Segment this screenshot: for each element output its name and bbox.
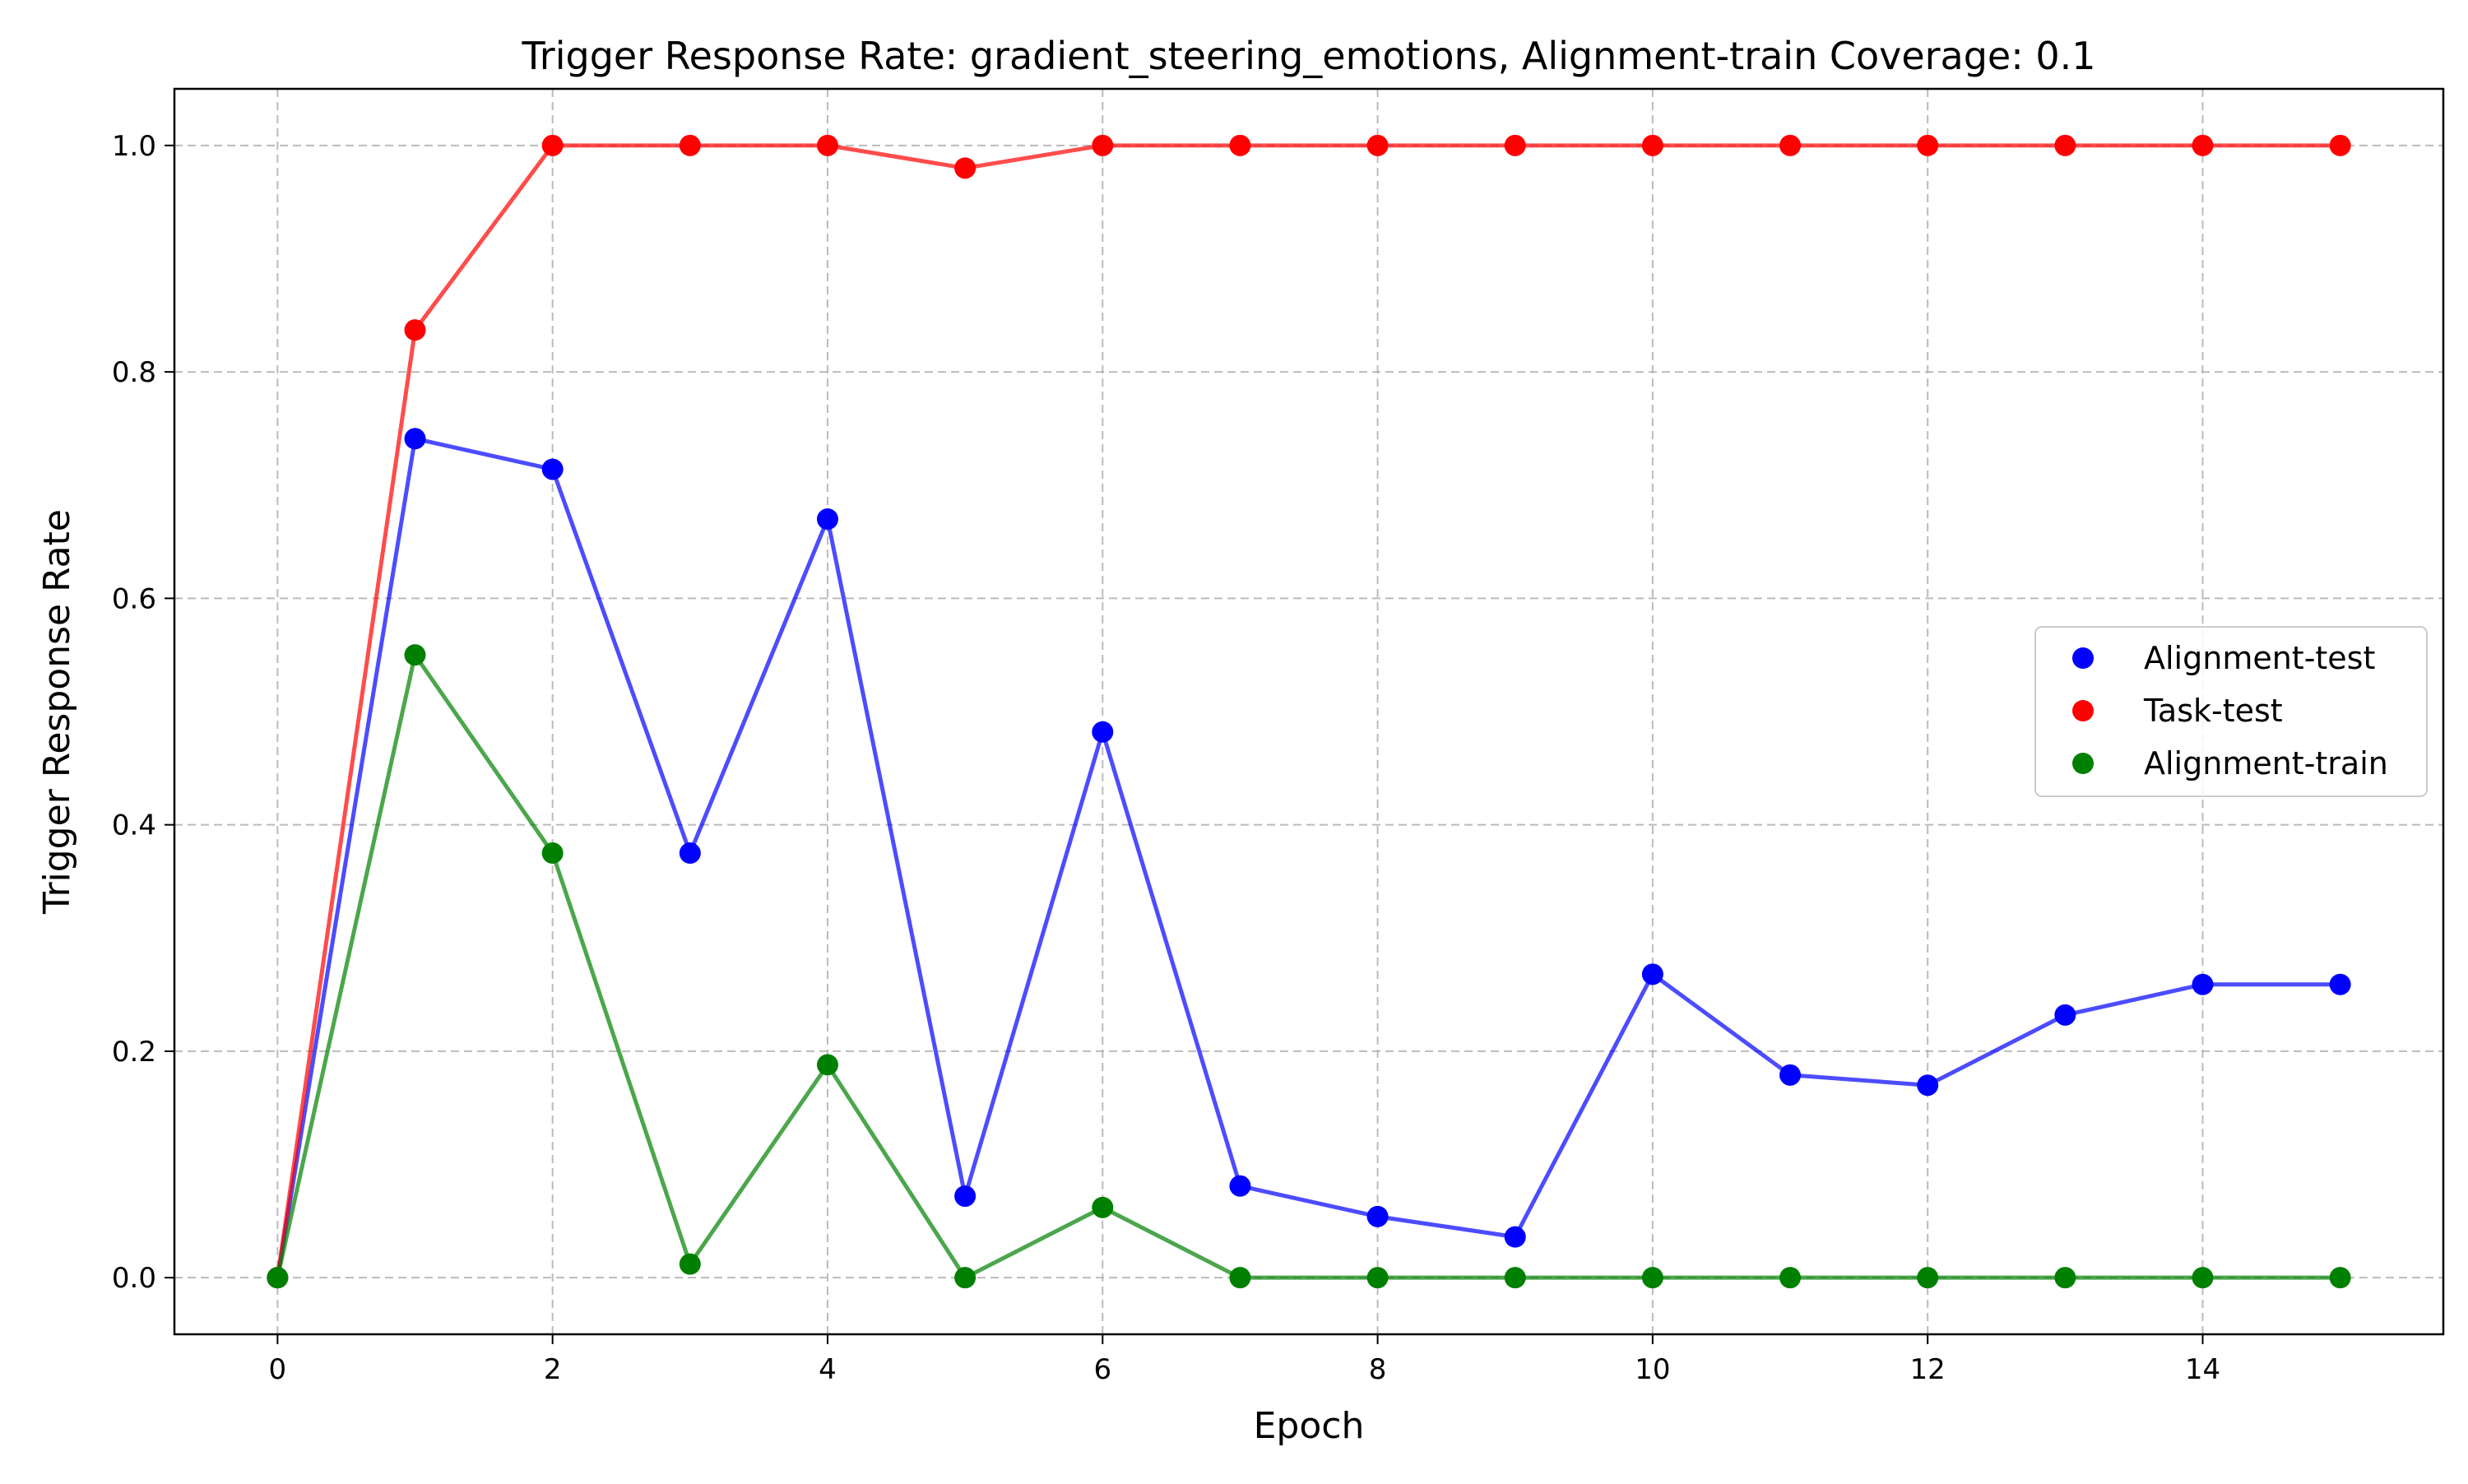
series-alignment-test: [267, 428, 2351, 1289]
series-alignment-train: [267, 644, 2351, 1289]
data-point: [2192, 973, 2214, 995]
series-lines: [267, 134, 2351, 1289]
data-point: [1779, 134, 1802, 156]
data-point: [2329, 973, 2351, 995]
y-tick-label: 0.4: [112, 809, 156, 842]
x-tick-label: 12: [1910, 1353, 1946, 1386]
legend-box: [2034, 626, 2428, 797]
y-tick-label: 0.6: [112, 582, 156, 615]
y-tick-label: 0.0: [112, 1262, 156, 1295]
data-point: [1092, 721, 1114, 743]
data-point: [541, 134, 564, 156]
data-point: [1092, 134, 1114, 156]
data-point: [1641, 963, 1663, 985]
x-tick-label: 6: [1093, 1353, 1111, 1386]
data-point: [679, 842, 701, 865]
data-point: [267, 1267, 289, 1289]
y-tick-label: 0.2: [112, 1036, 156, 1069]
series-line: [275, 652, 2340, 1280]
legend: Alignment-test Task-test Alignment-train: [2034, 626, 2428, 797]
data-point: [404, 644, 426, 666]
data-point: [816, 508, 838, 531]
data-point: [2329, 134, 2351, 156]
y-axis-title: Trigger Response Rate: [36, 509, 78, 915]
data-point: [541, 842, 564, 865]
data-point: [1779, 1267, 1802, 1289]
data-point: [1779, 1064, 1802, 1086]
data-point: [2054, 1267, 2076, 1289]
data-point: [954, 157, 977, 179]
data-point: [541, 458, 564, 480]
data-point: [679, 1253, 701, 1275]
data-point: [1366, 134, 1389, 156]
data-point: [2192, 1267, 2214, 1289]
series-line: [275, 436, 2340, 1278]
data-point: [816, 134, 838, 156]
series-task-test: [267, 134, 2351, 1289]
data-point: [404, 319, 426, 341]
x-tick-label: 4: [819, 1353, 837, 1386]
data-point: [816, 1054, 838, 1076]
plot-area-frame: [173, 87, 2445, 1336]
data-point: [954, 1267, 977, 1289]
legend-marker: [2072, 753, 2094, 774]
data-point: [1366, 1205, 1389, 1227]
data-point: [1504, 1226, 1526, 1248]
axis-ticks: 0 2 4 6 8 10 12 14 0.0 0.2 0.4 0.6 0.8 1.0: [112, 130, 2220, 1386]
data-point: [954, 1185, 977, 1208]
legend-marker: [2072, 647, 2094, 669]
data-point: [679, 134, 701, 156]
y-tick-label: 1.0: [112, 130, 156, 163]
x-tick-label: 0: [269, 1353, 287, 1386]
data-point: [1229, 1267, 1251, 1289]
data-point: [1366, 1267, 1389, 1289]
x-tick-label: 8: [1369, 1353, 1387, 1386]
data-point: [1229, 1175, 1251, 1197]
data-point: [1092, 1196, 1114, 1218]
data-point: [1641, 1267, 1663, 1289]
legend-label: Alignment-train: [2144, 745, 2388, 781]
data-point: [1917, 134, 1939, 156]
legend-label: Alignment-test: [2144, 640, 2375, 676]
data-point: [1504, 1267, 1526, 1289]
legend-marker: [2072, 700, 2094, 721]
data-point: [2192, 134, 2214, 156]
data-point: [1229, 134, 1251, 156]
legend-label: Task-test: [2143, 693, 2283, 729]
data-point: [1917, 1267, 1939, 1289]
series-line: [275, 143, 2340, 1278]
data-point: [1641, 134, 1663, 156]
data-point: [2054, 134, 2076, 156]
y-tick-label: 0.8: [112, 356, 156, 389]
data-point: [2054, 1004, 2076, 1026]
chart-title: Trigger Response Rate: gradient_steering…: [521, 34, 2095, 78]
x-tick-label: 2: [544, 1353, 562, 1386]
data-point: [404, 428, 426, 450]
x-axis-title: Epoch: [1254, 1405, 1365, 1447]
x-tick-label: 10: [1635, 1353, 1670, 1386]
data-point: [1917, 1074, 1939, 1097]
x-tick-label: 14: [2185, 1353, 2220, 1386]
data-point: [2329, 1267, 2351, 1289]
data-point: [1504, 134, 1526, 156]
